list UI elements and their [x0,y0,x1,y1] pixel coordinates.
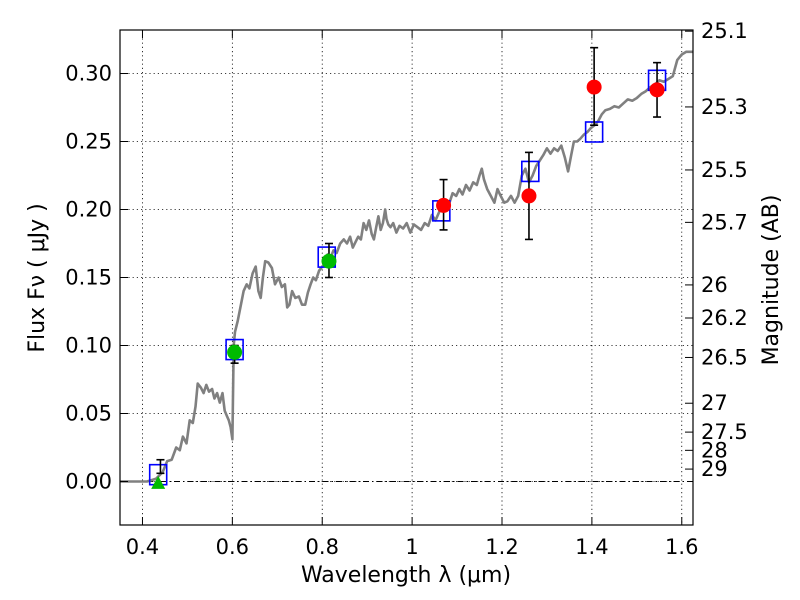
y2-tick-label: 25.1 [701,19,748,43]
y2-tick-label: 27.5 [701,420,748,444]
y-tick-label: 0.10 [65,333,112,357]
y-tick-label: 0.05 [65,401,112,425]
y2-tick-label: 26.5 [701,345,748,369]
x-tick-label: 1.6 [665,535,698,559]
y2-tick-label: 25.5 [701,158,748,182]
y2-tick-label: 29 [701,457,728,481]
x-axis-label: Wavelength λ (μm) [301,563,511,588]
y2-tick-label: 26 [701,273,728,297]
y-tick-label: 0.30 [65,62,112,86]
x-tick-label: 0.8 [306,535,339,559]
x-tick-label: 1 [405,535,418,559]
x-tick-label: 0.4 [126,535,159,559]
red-circle-marker [586,79,602,95]
y-axis-label: Flux Fν ( μJy ) [25,203,50,352]
y2-axis-label: Magnitude (AB) [759,195,784,366]
y2-tick-label: 25.3 [701,95,748,119]
green-circle-marker [321,253,337,269]
triangle-marker [151,475,166,489]
y2-tick-label: 28 [701,438,728,462]
y-tick-label: 0.00 [65,469,112,493]
spectrum-line [120,50,693,483]
x-tick-label: 1.2 [485,535,518,559]
green-circle-marker [227,344,243,360]
tick-layer [120,30,693,525]
y2-tick-label: 26.2 [701,306,748,330]
y2-tick-label: 25.7 [701,210,748,234]
data-layer [120,46,693,489]
y-tick-label: 0.20 [65,198,112,222]
x-tick-label: 1.4 [575,535,608,559]
y-tick-label: 0.15 [65,266,112,290]
grid-layer [120,30,693,525]
y2-tick-label: 27 [701,391,728,415]
tick-label-layer: 0.4 0.6 0.8 1 1.2 1.4 1.6 0.00 0.05 0.10 0.15 0.20 0… [65,19,748,559]
x-tick-label: 0.6 [216,535,249,559]
y-tick-label: 0.25 [65,130,112,154]
red-circle-marker [521,188,537,204]
model-square-marker [521,160,540,183]
red-circle-marker [436,197,452,213]
red-circle-marker [649,82,665,98]
